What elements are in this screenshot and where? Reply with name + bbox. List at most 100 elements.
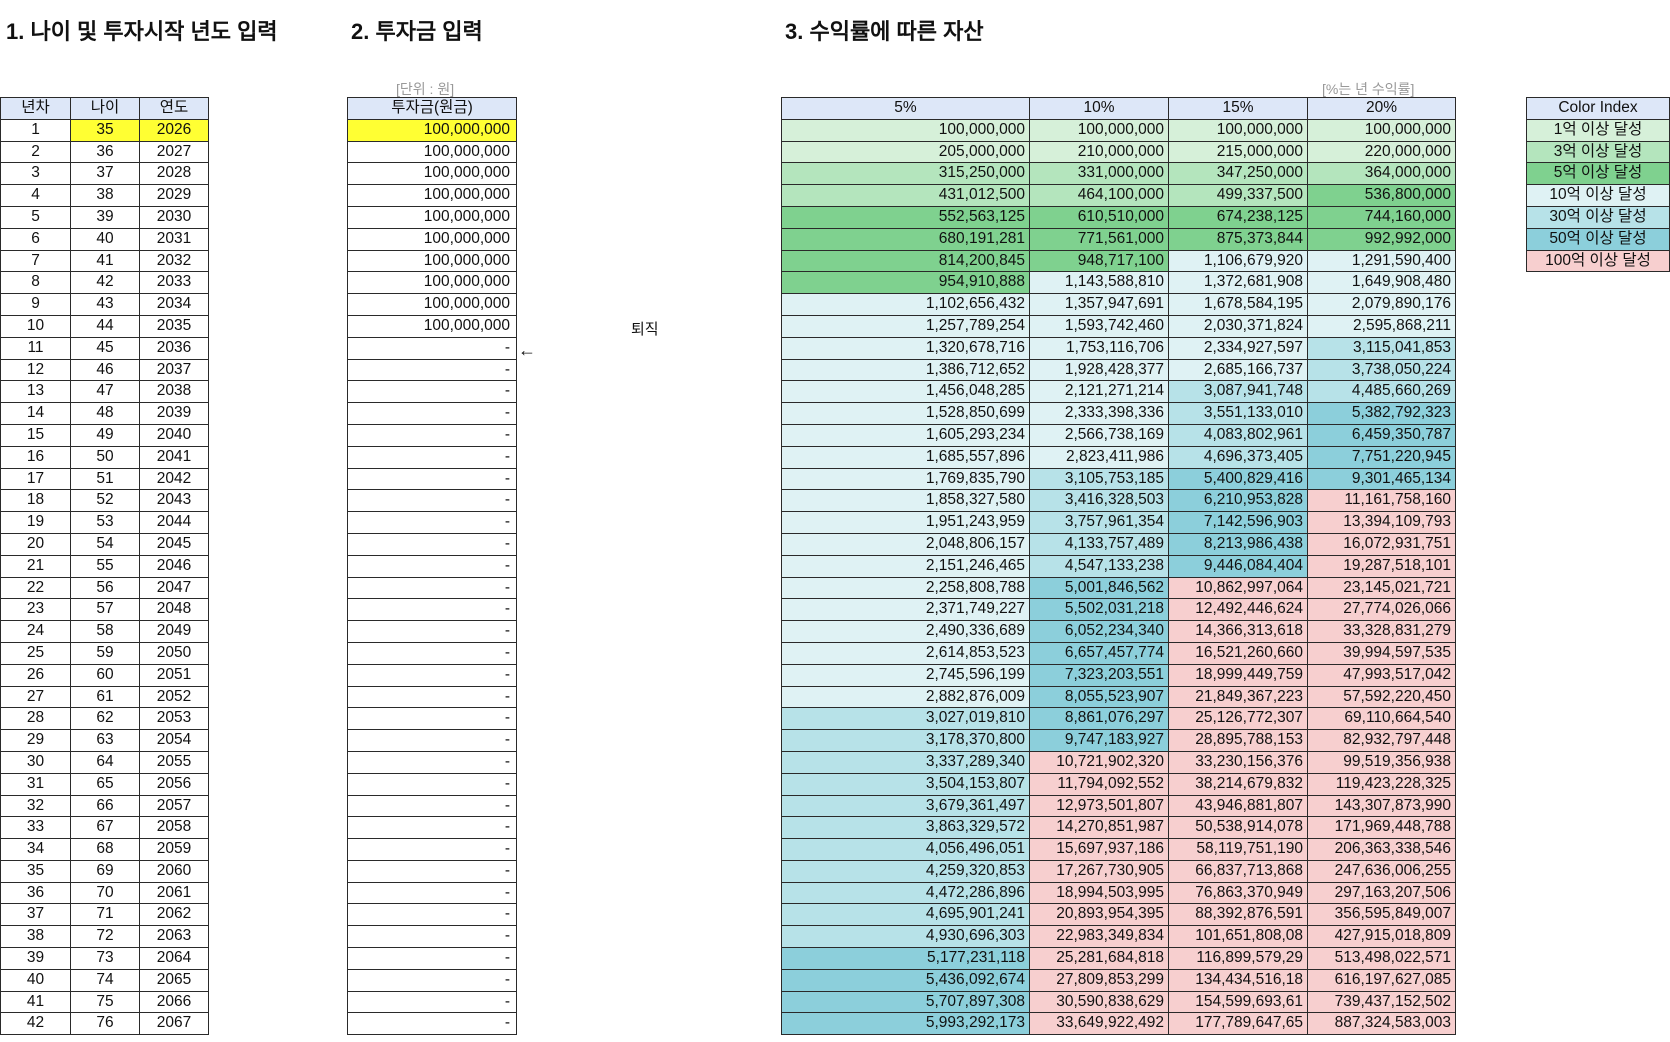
- base-cell[interactable]: 62: [70, 707, 140, 731]
- base-cell[interactable]: 2056: [139, 772, 209, 796]
- base-cell[interactable]: 2062: [139, 903, 209, 927]
- base-cell[interactable]: 2036: [139, 336, 209, 360]
- investment-cell[interactable]: -: [347, 925, 517, 949]
- investment-cell[interactable]: -: [347, 838, 517, 861]
- base-cell[interactable]: 58: [70, 620, 140, 643]
- base-cell[interactable]: 41: [70, 249, 140, 273]
- base-cell[interactable]: 39: [70, 205, 140, 229]
- base-cell[interactable]: 2053: [139, 707, 209, 731]
- base-cell[interactable]: 2045: [139, 532, 209, 556]
- investment-cell[interactable]: -: [347, 772, 517, 796]
- base-cell[interactable]: 76: [70, 1012, 140, 1036]
- base-cell[interactable]: 2042: [139, 467, 209, 491]
- base-cell[interactable]: 2052: [139, 685, 209, 709]
- base-cell[interactable]: 2041: [139, 445, 209, 469]
- base-cell[interactable]: 74: [70, 968, 140, 992]
- base-cell[interactable]: 2037: [139, 358, 209, 382]
- base-cell[interactable]: 2067: [139, 1012, 209, 1036]
- base-cell[interactable]: 40: [70, 227, 140, 251]
- investment-cell[interactable]: -: [347, 881, 517, 905]
- base-cell[interactable]: 68: [70, 838, 140, 861]
- base-cell[interactable]: 2043: [139, 489, 209, 513]
- investment-cell[interactable]: 100,000,000: [347, 271, 517, 295]
- base-cell[interactable]: 2032: [139, 249, 209, 273]
- investment-cell[interactable]: -: [347, 576, 517, 600]
- base-cell[interactable]: 72: [70, 925, 140, 949]
- base-cell[interactable]: 66: [70, 794, 140, 818]
- base-cell[interactable]: 2054: [139, 729, 209, 752]
- base-cell[interactable]: 2035: [139, 314, 209, 338]
- investment-cell[interactable]: -: [347, 511, 517, 534]
- investment-cell[interactable]: -: [347, 685, 517, 709]
- base-cell[interactable]: 60: [70, 663, 140, 687]
- base-cell[interactable]: 35: [70, 118, 140, 142]
- base-cell[interactable]: 56: [70, 576, 140, 600]
- base-cell[interactable]: 51: [70, 467, 140, 491]
- base-cell[interactable]: 2065: [139, 968, 209, 992]
- investment-cell[interactable]: 100,000,000: [347, 184, 517, 207]
- base-cell[interactable]: 49: [70, 423, 140, 447]
- base-cell[interactable]: 2058: [139, 816, 209, 840]
- base-cell[interactable]: 70: [70, 881, 140, 905]
- base-cell[interactable]: 47: [70, 380, 140, 404]
- base-cell[interactable]: 2066: [139, 990, 209, 1014]
- investment-cell[interactable]: -: [347, 707, 517, 731]
- investment-cell[interactable]: -: [347, 729, 517, 752]
- investment-cell[interactable]: 100,000,000: [347, 140, 517, 164]
- base-cell[interactable]: 46: [70, 358, 140, 382]
- base-cell[interactable]: 2028: [139, 162, 209, 186]
- investment-cell[interactable]: -: [347, 990, 517, 1014]
- investment-cell[interactable]: -: [347, 402, 517, 425]
- investment-cell[interactable]: -: [347, 620, 517, 643]
- base-cell[interactable]: 2039: [139, 402, 209, 425]
- investment-cell[interactable]: -: [347, 598, 517, 622]
- base-cell[interactable]: 2038: [139, 380, 209, 404]
- base-cell[interactable]: 2033: [139, 271, 209, 295]
- base-cell[interactable]: 2048: [139, 598, 209, 622]
- investment-cell[interactable]: -: [347, 1012, 517, 1036]
- base-cell[interactable]: 61: [70, 685, 140, 709]
- base-cell[interactable]: 69: [70, 859, 140, 883]
- base-cell[interactable]: 2063: [139, 925, 209, 949]
- investment-cell[interactable]: -: [347, 336, 517, 360]
- base-cell[interactable]: 65: [70, 772, 140, 796]
- base-cell[interactable]: 38: [70, 184, 140, 207]
- base-cell[interactable]: 2044: [139, 511, 209, 534]
- base-cell[interactable]: 2046: [139, 554, 209, 578]
- base-cell[interactable]: 2061: [139, 881, 209, 905]
- base-cell[interactable]: 2047: [139, 576, 209, 600]
- investment-cell[interactable]: -: [347, 968, 517, 992]
- base-cell[interactable]: 63: [70, 729, 140, 752]
- base-cell[interactable]: 37: [70, 162, 140, 186]
- base-cell[interactable]: 45: [70, 336, 140, 360]
- base-cell[interactable]: 2064: [139, 947, 209, 970]
- base-cell[interactable]: 2060: [139, 859, 209, 883]
- base-cell[interactable]: 44: [70, 314, 140, 338]
- base-cell[interactable]: 50: [70, 445, 140, 469]
- investment-cell[interactable]: -: [347, 358, 517, 382]
- investment-cell[interactable]: -: [347, 467, 517, 491]
- base-cell[interactable]: 2027: [139, 140, 209, 164]
- base-cell[interactable]: 71: [70, 903, 140, 927]
- investment-cell[interactable]: 100,000,000: [347, 205, 517, 229]
- investment-cell[interactable]: -: [347, 423, 517, 447]
- investment-cell[interactable]: -: [347, 903, 517, 927]
- investment-cell[interactable]: -: [347, 859, 517, 883]
- investment-cell[interactable]: -: [347, 663, 517, 687]
- investment-cell[interactable]: 100,000,000: [347, 227, 517, 251]
- base-cell[interactable]: 59: [70, 641, 140, 665]
- investment-cell[interactable]: 100,000,000: [347, 314, 517, 338]
- base-cell[interactable]: 57: [70, 598, 140, 622]
- base-cell[interactable]: 2055: [139, 750, 209, 774]
- base-cell[interactable]: 73: [70, 947, 140, 970]
- investment-cell[interactable]: 100,000,000: [347, 162, 517, 186]
- base-cell[interactable]: 75: [70, 990, 140, 1014]
- investment-cell[interactable]: 100,000,000: [347, 118, 517, 142]
- base-cell[interactable]: 2034: [139, 293, 209, 316]
- base-cell[interactable]: 53: [70, 511, 140, 534]
- base-cell[interactable]: 2026: [139, 118, 209, 142]
- base-cell[interactable]: 36: [70, 140, 140, 164]
- base-cell[interactable]: 54: [70, 532, 140, 556]
- base-cell[interactable]: 2057: [139, 794, 209, 818]
- base-cell[interactable]: 2030: [139, 205, 209, 229]
